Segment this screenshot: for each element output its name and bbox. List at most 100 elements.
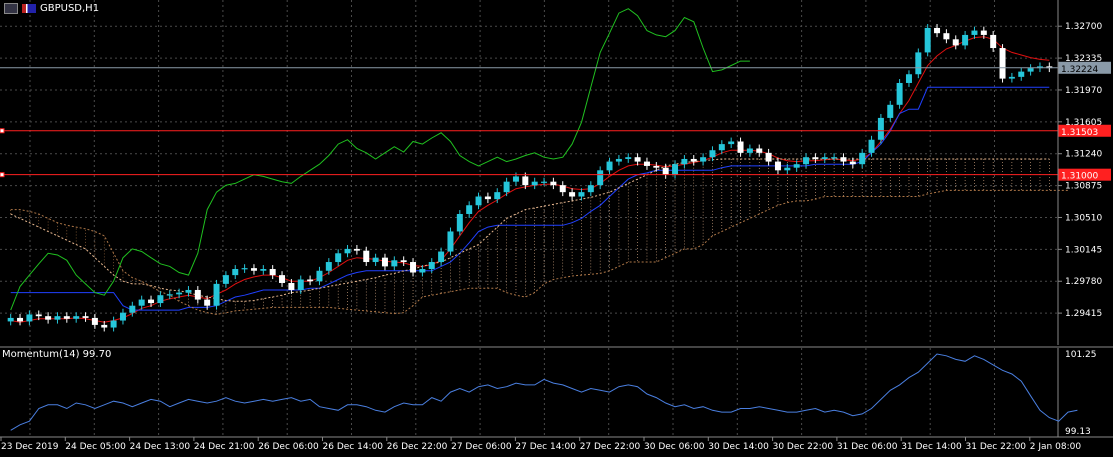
price-tick-label: 1.30510 xyxy=(1065,213,1102,223)
candle-body xyxy=(625,157,632,159)
level-price-tag xyxy=(1058,124,1111,137)
candle-body xyxy=(269,269,276,276)
time-tick-label: 31 Dec 22:00 xyxy=(966,442,1027,452)
candle-body xyxy=(400,260,407,263)
candle-body xyxy=(213,283,220,306)
time-tick-label: 27 Dec 14:00 xyxy=(515,442,576,452)
level-price-tag xyxy=(1058,168,1111,181)
price-tick-label: 1.30145 xyxy=(1065,245,1102,255)
candle-body xyxy=(110,320,117,328)
candle-body xyxy=(569,192,576,197)
candle-body xyxy=(718,144,725,151)
price-tick-label: 1.31605 xyxy=(1065,118,1102,128)
candle-body xyxy=(204,299,211,306)
price-tick-label: 1.32335 xyxy=(1065,54,1102,64)
candle-body xyxy=(484,196,491,200)
candle-body xyxy=(962,34,969,46)
candle-body xyxy=(335,253,342,263)
candle-body xyxy=(410,262,417,273)
price-tick-label: 1.32700 xyxy=(1065,22,1102,32)
candle-body xyxy=(971,30,978,35)
current-price-label: 1.32224 xyxy=(1061,65,1098,75)
candle-body xyxy=(419,269,426,273)
series-line-tenkan xyxy=(10,36,1050,323)
candle-body xyxy=(690,158,697,162)
candle-body xyxy=(279,275,286,283)
candle-body xyxy=(344,248,351,254)
candle-body xyxy=(222,275,229,284)
candle-body xyxy=(597,170,604,186)
currency-flag-icon xyxy=(22,4,36,13)
price-tick-label: 1.29780 xyxy=(1065,277,1102,287)
level-price-label: 1.31000 xyxy=(1061,172,1098,182)
momentum-line xyxy=(10,353,1078,431)
series-line-chikou xyxy=(10,8,750,311)
price-tick-label: 1.31240 xyxy=(1065,150,1102,160)
candle-body xyxy=(176,292,183,295)
candle-body xyxy=(793,164,800,168)
time-tick-label: 2 Jan 08:00 xyxy=(1030,442,1082,452)
candle-body xyxy=(73,316,80,319)
candle-body xyxy=(877,117,884,140)
candle-body xyxy=(232,269,239,276)
candle-body xyxy=(990,34,997,49)
time-tick-label: 24 Dec 21:00 xyxy=(194,442,255,452)
momentum-indicator-label: Momentum(14) 99.70 xyxy=(2,349,112,360)
candle-body xyxy=(138,299,145,306)
candle-body xyxy=(1027,68,1034,72)
candle-body xyxy=(447,231,454,252)
level-price-label: 1.31503 xyxy=(1061,128,1098,138)
time-tick-label: 24 Dec 05:00 xyxy=(65,442,126,452)
candle-body xyxy=(578,192,585,197)
candle-body xyxy=(812,157,819,159)
time-tick-label: 30 Dec 22:00 xyxy=(773,442,834,452)
candle-body xyxy=(475,196,482,206)
candle-body xyxy=(746,148,753,153)
candle-body xyxy=(456,213,463,232)
candle-body xyxy=(905,74,912,83)
candle-body xyxy=(54,316,61,320)
candle-body xyxy=(915,52,922,75)
candle-body xyxy=(952,39,959,46)
candle-body xyxy=(896,82,903,105)
candle-body xyxy=(17,317,24,322)
time-tick-label: 27 Dec 06:00 xyxy=(451,442,512,452)
time-tick-label: 30 Dec 06:00 xyxy=(644,442,705,452)
price-tick-label: 1.30875 xyxy=(1065,182,1102,192)
time-tick-label: 27 Dec 22:00 xyxy=(580,442,641,452)
candle-body xyxy=(194,289,201,300)
level-anchor-handle xyxy=(0,172,5,178)
candle-body xyxy=(756,148,763,153)
candle-body xyxy=(634,157,641,162)
candle-body xyxy=(849,161,856,165)
candle-body xyxy=(653,165,660,168)
candle-body xyxy=(45,316,52,320)
candle-body xyxy=(381,257,388,267)
candle-body xyxy=(35,314,42,317)
series-line-spana xyxy=(10,158,1050,302)
candle-body xyxy=(7,317,14,322)
candle-body xyxy=(831,157,838,159)
chart-window-icon xyxy=(4,3,18,14)
candle-body xyxy=(1036,66,1043,69)
candle-body xyxy=(672,164,679,175)
candle-body xyxy=(503,181,510,193)
candle-body xyxy=(615,158,622,162)
candle-body xyxy=(840,157,847,162)
candle-body xyxy=(606,161,613,171)
candle-body xyxy=(372,257,379,263)
candle-body xyxy=(166,294,173,296)
candle-body xyxy=(737,141,744,153)
candle-body xyxy=(774,161,781,171)
current-price-tag xyxy=(1058,61,1111,74)
candle-body xyxy=(559,185,566,193)
candle-body xyxy=(119,312,126,321)
candle-body xyxy=(82,316,89,318)
candle-body xyxy=(353,248,360,251)
time-tick-label: 24 Dec 13:00 xyxy=(130,442,191,452)
candle-body xyxy=(924,27,931,53)
candle-body xyxy=(522,176,529,186)
chart-header: GBPUSD,H1 xyxy=(4,3,99,14)
series-line-spanb xyxy=(10,189,1068,315)
candle-body xyxy=(887,104,894,118)
